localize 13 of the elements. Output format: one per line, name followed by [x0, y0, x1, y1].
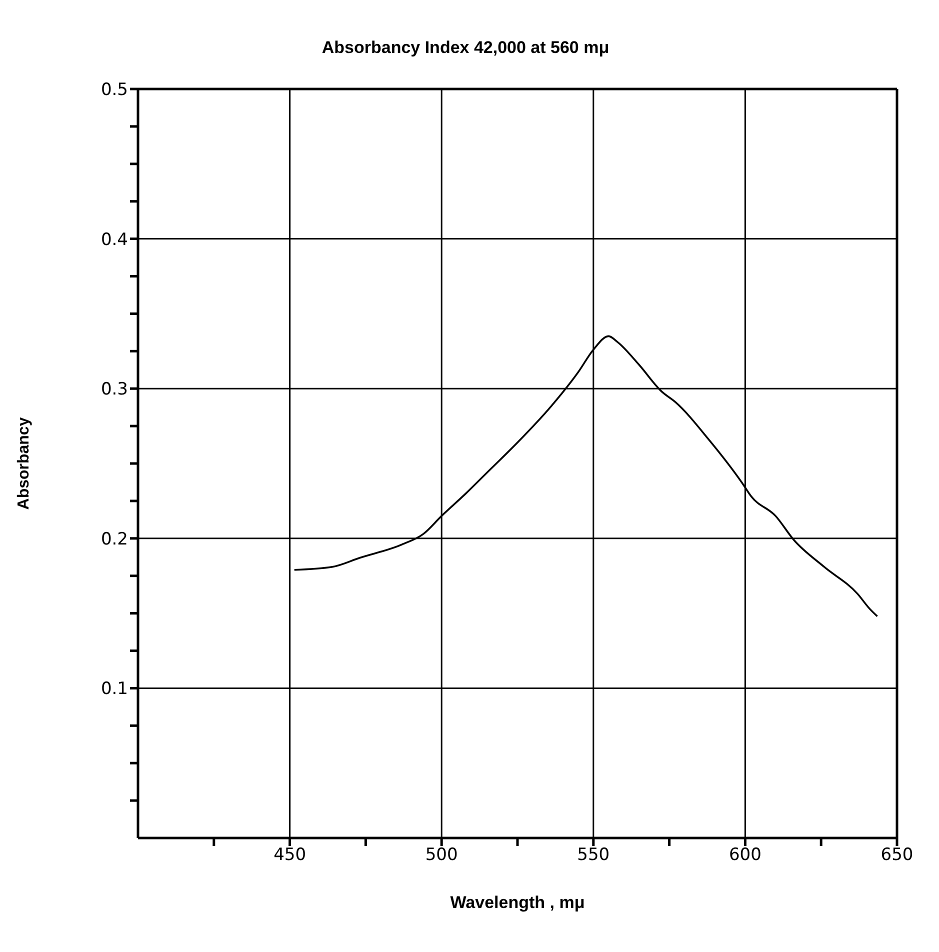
- x-tick-label: 600: [728, 845, 762, 866]
- x-tick-label: 650: [880, 845, 914, 866]
- y-tick-label: 0.5: [100, 80, 128, 100]
- y-axis-title: Absorbancy: [16, 417, 33, 510]
- x-tick-label: 500: [425, 845, 458, 866]
- y-tick-label: 0.3: [100, 380, 128, 400]
- chart-title: Absorbancy Index 42,000 at 560 mμ: [320, 38, 610, 58]
- y-tick-label: 0.1: [100, 679, 128, 700]
- x-tick-label: 450: [274, 845, 306, 866]
- y-tick-label: 0.2: [100, 529, 128, 550]
- y-tick-label: 0.4: [100, 230, 128, 250]
- x-tick-label: 550: [577, 845, 610, 866]
- x-axis-title: Wavelength , mμ: [450, 893, 585, 912]
